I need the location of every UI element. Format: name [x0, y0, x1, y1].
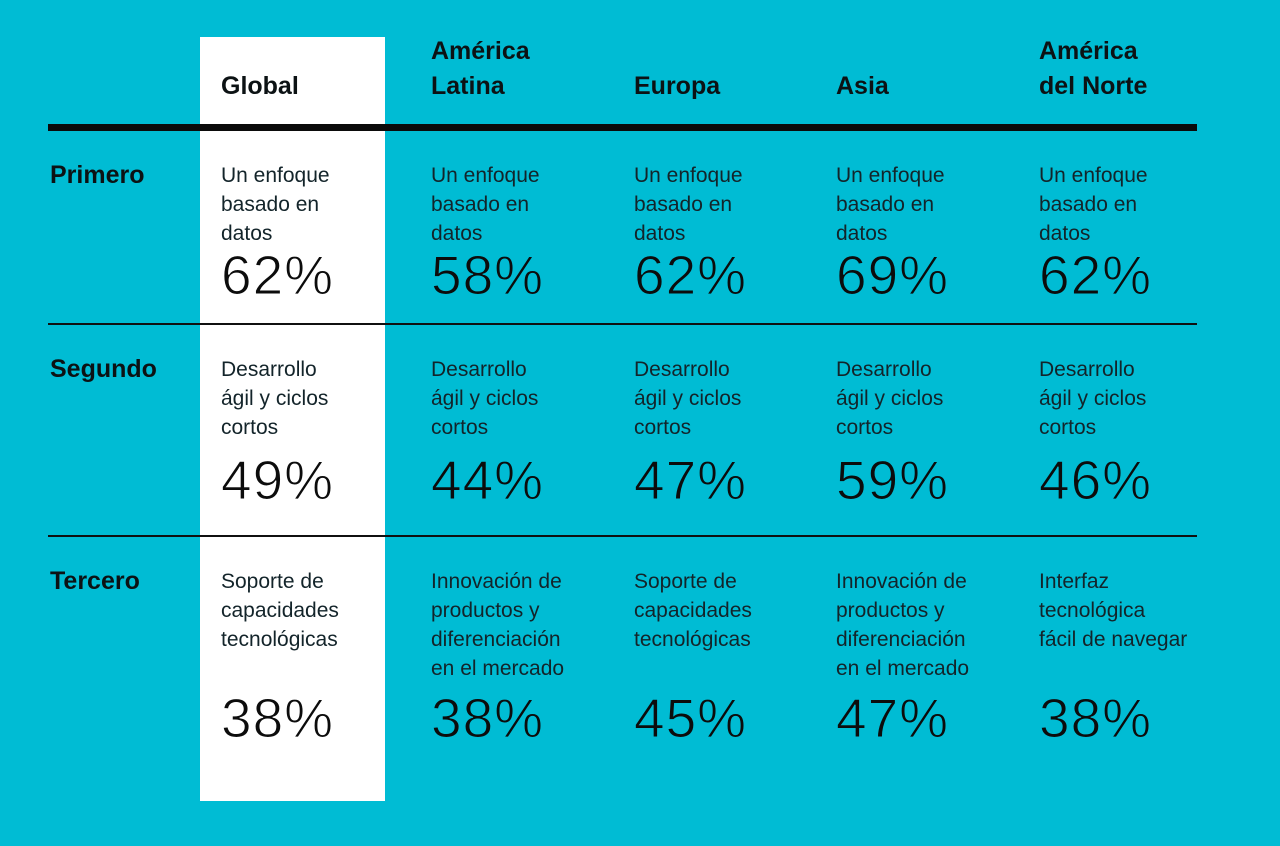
factor-text: Soporte de capacidades tecnológicas: [634, 570, 752, 651]
percent-value: 59%: [835, 449, 950, 511]
ranking-table: Global América Latina Europa Asia Améric…: [48, 0, 1197, 790]
percent-value: 44%: [430, 449, 545, 511]
percent-value: 46%: [1038, 449, 1153, 511]
cell-segundo-europa: Desarrollo ágil y ciclos cortos 47%: [588, 325, 790, 535]
cell-primero-global: Un enfoque basado en datos 62%: [200, 131, 385, 325]
factor-text: Desarrollo ágil y ciclos cortos: [1039, 358, 1147, 439]
column-header-america-latina: América Latina: [431, 37, 530, 100]
cell-tercero-asia: Innovación de productos y diferenciación…: [790, 537, 993, 790]
percent-value: 49%: [220, 449, 335, 511]
factor-text: Desarrollo ágil y ciclos cortos: [634, 358, 742, 439]
factor-text: Soporte de capacidades tecnológicas: [221, 570, 339, 651]
cell-segundo-america-latina: Desarrollo ágil y ciclos cortos 44%: [385, 325, 588, 535]
factor-text: Un enfoque basado en datos: [1039, 164, 1148, 245]
table-row-tercero: Tercero Soporte de capacidades tecnológi…: [48, 537, 1197, 790]
cell-primero-america-del-norte: Un enfoque basado en datos 62%: [993, 131, 1197, 325]
column-header-europa: Europa: [634, 72, 721, 100]
cell-primero-america-latina: Un enfoque basado en datos 58%: [385, 131, 588, 325]
table-row-primero: Primero Un enfoque basado en datos 62% U…: [48, 131, 1197, 325]
percent-value: 47%: [633, 449, 748, 511]
factor-text: Un enfoque basado en datos: [221, 164, 330, 245]
cell-segundo-asia: Desarrollo ágil y ciclos cortos 59%: [790, 325, 993, 535]
percent-value: 38%: [220, 687, 335, 749]
cell-tercero-america-del-norte: Interfaz tecnológica fácil de navegar 38…: [993, 537, 1197, 790]
table-row-segundo: Segundo Desarrollo ágil y ciclos cortos …: [48, 325, 1197, 537]
cell-tercero-europa: Soporte de capacidades tecnológicas 45%: [588, 537, 790, 790]
header-row: Global América Latina Europa Asia Améric…: [48, 0, 1197, 131]
percent-value: 38%: [1038, 687, 1153, 749]
percent-value: 62%: [220, 244, 335, 306]
percent-value: 69%: [835, 244, 950, 306]
global-column-highlight: [200, 37, 385, 801]
factor-text: Desarrollo ágil y ciclos cortos: [221, 358, 329, 439]
cell-segundo-global: Desarrollo ágil y ciclos cortos 49%: [200, 325, 385, 535]
factor-text: Un enfoque basado en datos: [836, 164, 945, 245]
row-label-segundo: Segundo: [50, 355, 157, 383]
row-label-tercero: Tercero: [50, 567, 140, 595]
percent-value: 62%: [1038, 244, 1153, 306]
factor-text: Un enfoque basado en datos: [634, 164, 743, 245]
cell-primero-europa: Un enfoque basado en datos 62%: [588, 131, 790, 325]
factor-text: Desarrollo ágil y ciclos cortos: [431, 358, 539, 439]
column-header-global: Global: [221, 72, 299, 100]
factor-text: Innovación de productos y diferenciación…: [431, 570, 565, 680]
row-label-primero: Primero: [50, 161, 145, 189]
factor-text: Innovación de productos y diferenciación…: [836, 570, 970, 680]
percent-value: 38%: [430, 687, 545, 749]
header-corner-empty: [48, 0, 200, 124]
cell-tercero-global: Soporte de capacidades tecnológicas 38%: [200, 537, 385, 790]
factor-text: Interfaz tecnológica fácil de navegar: [1039, 570, 1188, 651]
cell-segundo-america-del-norte: Desarrollo ágil y ciclos cortos 46%: [993, 325, 1197, 535]
percent-value: 58%: [430, 244, 545, 306]
cell-tercero-america-latina: Innovación de productos y diferenciación…: [385, 537, 588, 790]
factor-text: Desarrollo ágil y ciclos cortos: [836, 358, 944, 439]
cell-primero-asia: Un enfoque basado en datos 69%: [790, 131, 993, 325]
percent-value: 62%: [633, 244, 748, 306]
percent-value: 45%: [633, 687, 748, 749]
percent-value: 47%: [835, 687, 950, 749]
column-header-asia: Asia: [836, 72, 889, 100]
factor-text: Un enfoque basado en datos: [431, 164, 540, 245]
column-header-america-del-norte: América del Norte: [1039, 37, 1148, 100]
